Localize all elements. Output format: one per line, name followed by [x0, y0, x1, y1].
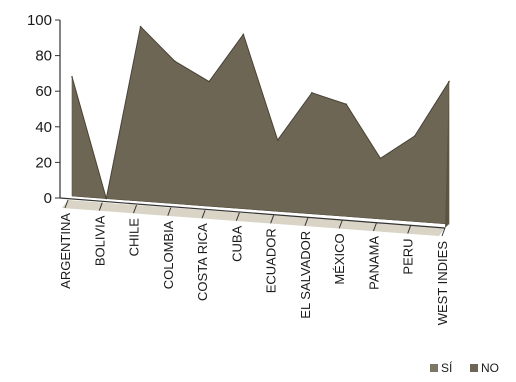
- x-tick-mark: [133, 204, 138, 214]
- plot-area: [71, 25, 450, 228]
- x-tick-label: COSTA RICA: [195, 223, 210, 301]
- y-tick-label: 80: [35, 48, 52, 65]
- x-tick-mark: [201, 210, 206, 219]
- x-tick-mark: [64, 199, 69, 209]
- y-tick-label: 100: [27, 12, 52, 29]
- x-tick-label: ECUADOR: [264, 228, 279, 293]
- x-tick-mark: [167, 207, 172, 216]
- y-tick-label: 40: [35, 119, 52, 136]
- legend-swatch: [470, 364, 478, 372]
- legend-label: SÍ: [441, 360, 453, 375]
- series-area-no: [71, 26, 450, 225]
- x-tick-label: PERU: [401, 238, 416, 274]
- x-tick-label: ARGENTINA: [58, 213, 73, 289]
- y-axis-ticks: 0 20 40 60 80 100: [27, 12, 60, 207]
- x-tick-label: PANAMA: [366, 236, 381, 290]
- x-tick-mark: [235, 212, 240, 221]
- legend-label: NO: [481, 361, 499, 375]
- data-point: [448, 80, 450, 83]
- series-line-no: [71, 25, 450, 199]
- x-axis-line: [59, 197, 446, 229]
- x-tick-mark: [270, 215, 275, 224]
- legend-swatch: [430, 364, 438, 372]
- data-point: [71, 75, 73, 78]
- data-point: [311, 91, 313, 94]
- y-tick-label: 60: [35, 83, 52, 100]
- x-tick-label: COLOMBIA: [161, 220, 176, 289]
- x-tick-mark: [98, 202, 103, 211]
- x-tick-label: MÉXICO: [332, 233, 347, 284]
- data-point: [276, 139, 279, 141]
- data-point: [139, 25, 142, 28]
- x-tick-label: CUBA: [229, 225, 244, 261]
- x-tick-mark: [372, 222, 377, 232]
- legend: SÍ NO: [430, 360, 499, 375]
- x-tick-mark: [441, 227, 446, 237]
- y-tick-label: 20: [35, 154, 52, 171]
- x-tick-mark: [304, 217, 309, 226]
- data-point: [379, 157, 382, 160]
- data-point: [413, 135, 416, 137]
- data-point: [174, 60, 176, 63]
- data-point: [208, 80, 210, 83]
- x-tick-label: BOLIVIA: [92, 215, 107, 266]
- x-tick-label: EL SALVADOR: [298, 231, 313, 319]
- axes: [59, 20, 446, 236]
- floor-edge: [62, 200, 445, 236]
- y-tick-label: 0: [44, 190, 52, 207]
- x-tick-mark: [407, 225, 412, 234]
- x-axis-ticks: ARGENTINA BOLIVIA CHILE COLOMBIA COSTA RICA C…: [58, 199, 450, 326]
- x-tick-label: WEST INDIES: [435, 241, 450, 326]
- data-point: [105, 197, 108, 200]
- depth-wall: [445, 81, 449, 228]
- x-tick-mark: [338, 220, 343, 229]
- data-point: [242, 33, 245, 36]
- x-tick-label: CHILE: [127, 218, 142, 257]
- data-point: [345, 103, 347, 106]
